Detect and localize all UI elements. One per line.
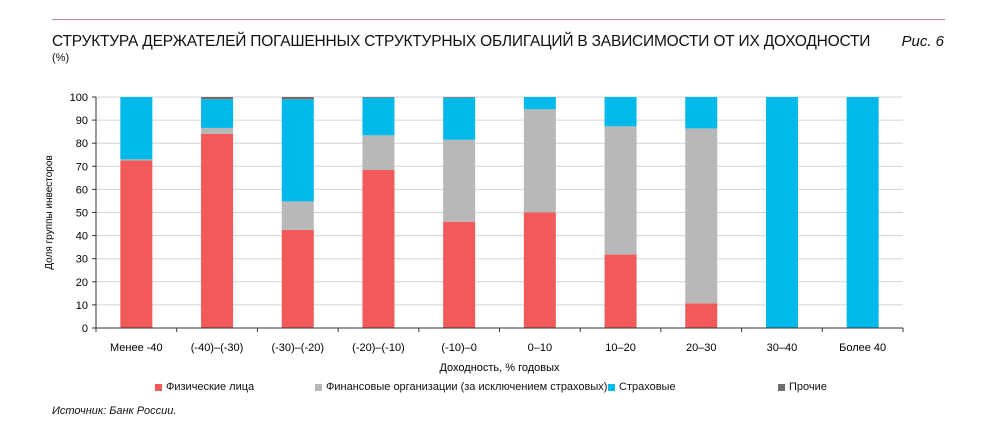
y-tick-label: 100 [70,92,88,104]
chart-title: СТРУКТУРА ДЕРЖАТЕЛЕЙ ПОГАШЕННЫХ СТРУКТУР… [52,33,871,50]
y-tick-label: 30 [76,254,88,266]
figure-number: Рис. 6 [901,33,944,50]
legend-swatch [608,383,615,391]
y-tick-label: 90 [76,115,88,127]
unit-label: (%) [52,52,70,64]
y-tick-label: 60 [76,184,88,196]
header-rule [52,19,945,20]
x-axis-label: Доходность, % годовых [439,362,560,374]
legend-label: Физические лица [166,381,255,393]
bar-segment [281,229,314,328]
y-tick-label: 40 [76,231,88,243]
bar-segment [362,97,395,98]
x-tick-label: (-40)–(-30) [191,342,244,354]
bar-segment [281,201,314,230]
legend-item: Физические лица [155,381,254,393]
bar-segment [201,97,234,100]
bar-segment [362,169,395,328]
bar-segment [523,212,556,328]
bar-segment [685,128,718,304]
bar-segment [685,303,718,328]
bar-segment [685,97,718,129]
x-tick-label: (-30)–(-20) [271,342,324,354]
bar-segment [846,97,879,328]
bar-segment [201,99,234,128]
bar-segment [523,109,556,213]
legend-item: Страховые [608,381,676,393]
bar-segment [443,97,476,140]
bar-segment [201,133,234,328]
x-tick-label: 30–40 [767,342,798,354]
bar-segment [201,127,234,134]
bar-segment [443,139,476,222]
legend-item: Прочие [778,381,827,393]
legend-item: Финансовые организации (за исключением с… [315,381,607,393]
y-tick-label: 80 [76,138,88,150]
bar-segment [362,135,395,170]
x-tick-label: (-10)–0 [441,342,476,354]
bar-segment [604,126,637,255]
x-tick-label: (-20)–(-10) [352,342,405,354]
bar-segment [765,97,798,328]
bar-segment [604,254,637,328]
legend-label: Прочие [789,381,827,393]
y-tick-label: 50 [76,208,88,220]
bar-segment [604,97,637,127]
x-tick-label: 0–10 [528,342,552,354]
y-tick-label: 70 [76,161,88,173]
y-tick-label: 0 [82,323,88,335]
legend-swatch [155,383,162,391]
bar-segment [443,221,476,328]
legend-swatch [778,383,785,391]
legend-label: Страховые [619,381,676,393]
bar-segment [443,97,476,98]
bar-segment [120,97,153,160]
y-axis-label: Доля группы инвесторов [44,155,55,269]
x-tick-label: Менее -40 [110,342,163,354]
y-tick-label: 20 [76,277,88,289]
source-note: Источник: Банк России. [52,405,177,417]
bar-segment [362,97,395,136]
bar-segment [281,97,314,100]
legend-label: Финансовые организации (за исключением с… [326,381,608,393]
legend-swatch [315,383,322,391]
bar-segment [281,99,314,202]
bar-segment [120,160,153,328]
y-tick-label: 10 [76,300,88,312]
x-tick-label: 10–20 [605,342,636,354]
x-tick-label: 20–30 [686,342,717,354]
bar-segment [523,97,556,110]
bar-segment [120,159,153,161]
x-tick-label: Более 40 [839,342,886,354]
